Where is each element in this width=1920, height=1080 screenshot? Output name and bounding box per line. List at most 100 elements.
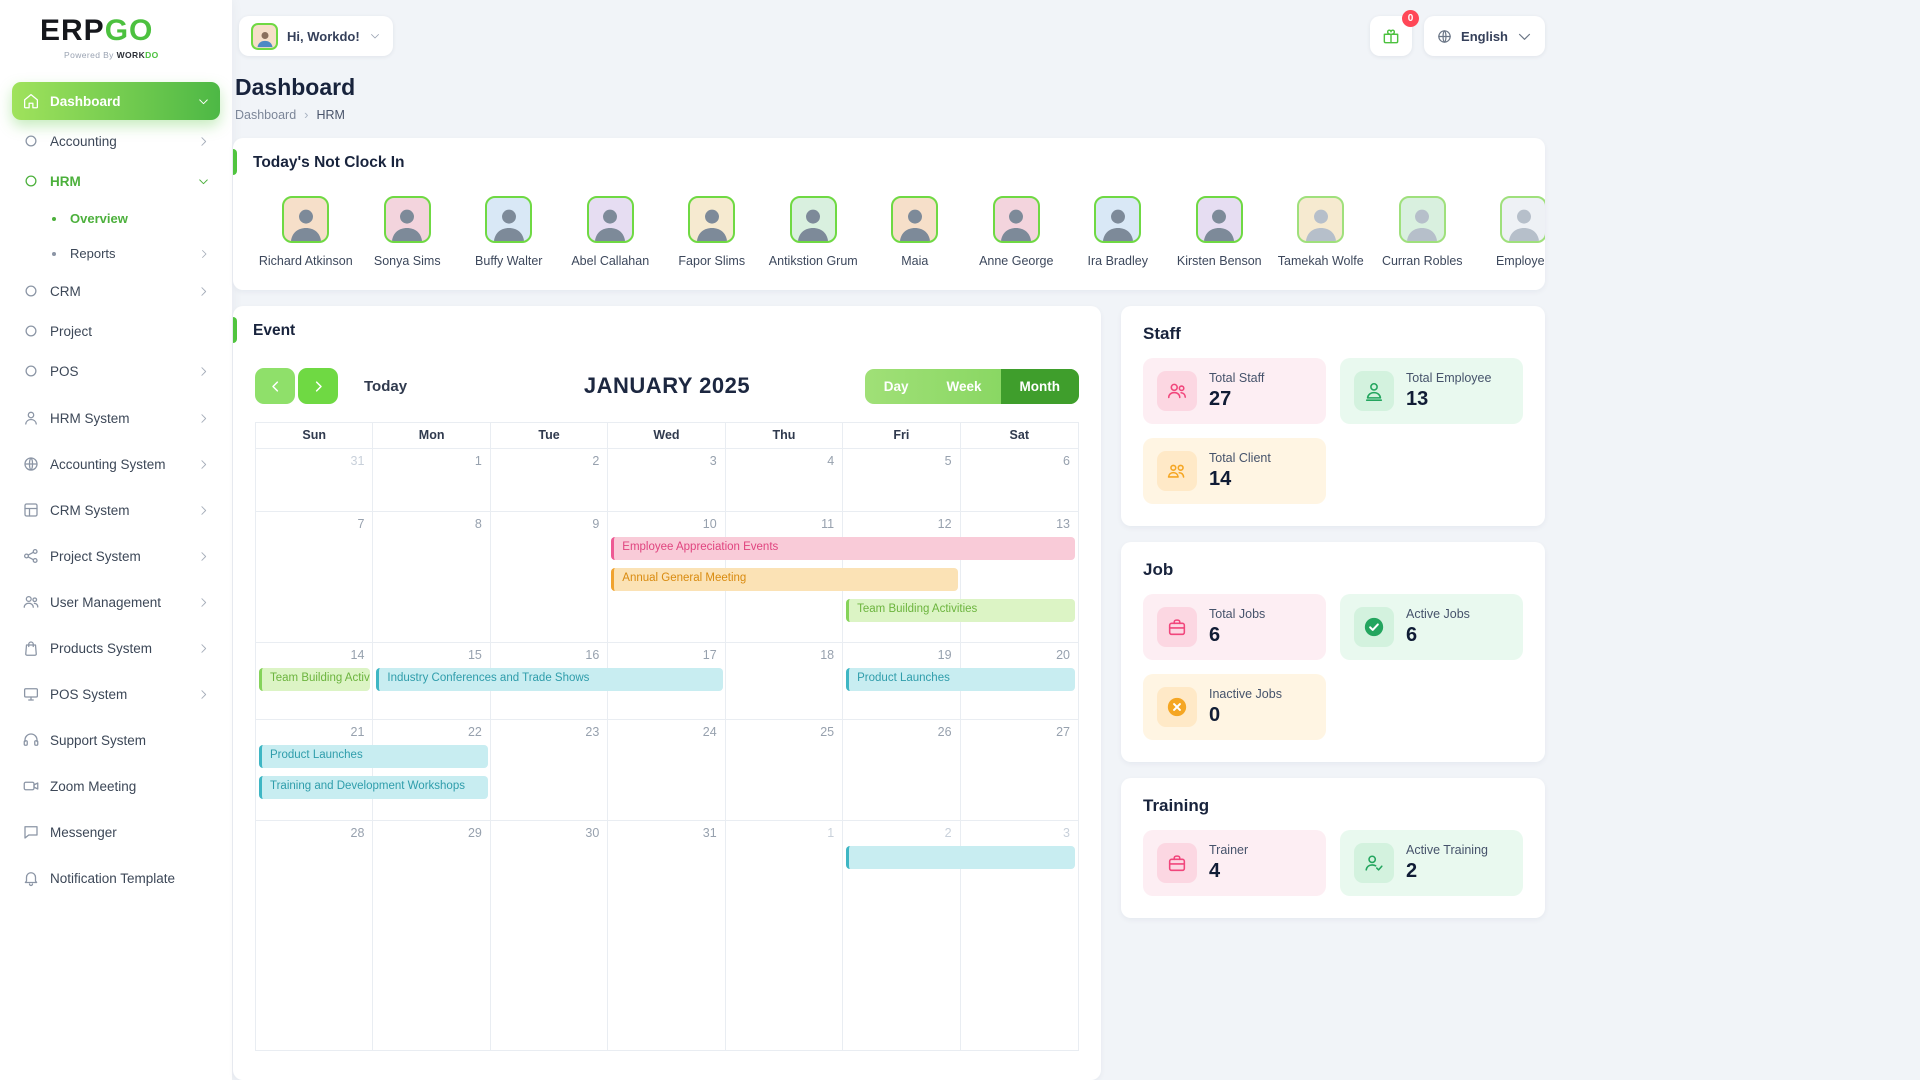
- calendar-day-cell[interactable]: 2: [843, 821, 961, 1050]
- sidebar-item-user-management[interactable]: User Management: [12, 580, 220, 624]
- calendar-day-cell[interactable]: 1: [726, 821, 844, 1050]
- employee-name: Curran Robles: [1381, 254, 1463, 268]
- event-card: Event Today JANUARY 2025 Day Week Month Su…: [233, 306, 1101, 1080]
- calendar-day-cell[interactable]: 24: [608, 720, 726, 820]
- calendar-day-cell[interactable]: 5: [843, 449, 961, 511]
- calendar-view-month-button[interactable]: Month: [1000, 368, 1079, 404]
- sidebar-item-zoom-meeting[interactable]: Zoom Meeting: [12, 764, 220, 808]
- calendar-next-button[interactable]: [298, 368, 338, 404]
- sidebar-item-notification-template[interactable]: Notification Template: [12, 856, 220, 900]
- employee-item[interactable]: Fapor Slims: [661, 196, 763, 268]
- calendar-prev-button[interactable]: [255, 368, 295, 404]
- calendar-day-cell[interactable]: 17: [608, 643, 726, 719]
- calendar-day-cell[interactable]: 14: [256, 643, 374, 719]
- language-selector[interactable]: English: [1424, 16, 1545, 56]
- calendar-event[interactable]: Team Building Activities: [846, 599, 1075, 622]
- employee-item[interactable]: Curran Robles: [1372, 196, 1474, 268]
- sidebar-item-products-system[interactable]: Products System: [12, 626, 220, 670]
- chevron-right-icon: [197, 285, 210, 298]
- main-area: Hi, Workdo! 0 English Dashboard Dashboar…: [232, 0, 1545, 1080]
- sidebar-subitem-reports[interactable]: Reports: [38, 237, 220, 270]
- calendar-dow: Mon: [373, 423, 491, 449]
- calendar-view-day-button[interactable]: Day: [865, 369, 928, 404]
- calendar-event[interactable]: Product Launches: [259, 745, 488, 768]
- calendar-day-cell[interactable]: 30: [491, 821, 609, 1050]
- calendar-day-cell[interactable]: 31: [608, 821, 726, 1050]
- employee-item[interactable]: Anne George: [966, 196, 1068, 268]
- calendar-day-cell[interactable]: 6: [961, 449, 1078, 511]
- sidebar-item-messenger[interactable]: Messenger: [12, 810, 220, 854]
- calendar-view-week-button[interactable]: Week: [927, 369, 1000, 404]
- calendar-event[interactable]: Team Building Activities: [259, 668, 371, 691]
- calendar-event[interactable]: Industry Conferences and Trade Shows: [376, 668, 723, 691]
- employee-name: Kirsten Benson: [1176, 254, 1262, 268]
- calendar-event[interactable]: Annual General Meeting: [611, 568, 958, 591]
- stat-value: 4: [1209, 860, 1221, 882]
- sidebar-item-pos[interactable]: POS: [12, 352, 220, 390]
- calendar-day-cell[interactable]: 28: [256, 821, 374, 1050]
- sidebar-item-hrm[interactable]: HRM: [12, 162, 220, 200]
- calendar-day-cell[interactable]: 20: [961, 643, 1078, 719]
- brand-logo[interactable]: ERPGO Powered By WORKDO: [0, 0, 232, 68]
- chevron-down-icon: [369, 30, 381, 42]
- calendar-event[interactable]: [846, 846, 1075, 869]
- calendar-day-cell[interactable]: 4: [726, 449, 844, 511]
- sidebar-item-pos-system[interactable]: POS System: [12, 672, 220, 716]
- employee-item[interactable]: Kirsten Benson: [1169, 196, 1271, 268]
- calendar-day-cell[interactable]: 8: [373, 512, 491, 642]
- calendar-day-cell[interactable]: 7: [256, 512, 374, 642]
- calendar-event[interactable]: Training and Development Workshops: [259, 776, 488, 799]
- calendar-day-cell[interactable]: 25: [726, 720, 844, 820]
- calendar-day-cell[interactable]: 18: [726, 643, 844, 719]
- calendar-day-cell[interactable]: 12: [843, 512, 961, 642]
- sidebar-item-label: Products System: [50, 640, 153, 656]
- calendar-day-cell[interactable]: 23: [491, 720, 609, 820]
- calendar-day-cell[interactable]: 9: [491, 512, 609, 642]
- sidebar-item-dashboard[interactable]: Dashboard: [12, 82, 220, 120]
- employee-item[interactable]: Ira Bradley: [1067, 196, 1169, 268]
- notifications-button[interactable]: 0: [1370, 10, 1420, 56]
- breadcrumb-current: HRM: [316, 107, 345, 122]
- page-title: Dashboard: [235, 74, 356, 100]
- chevron-right-icon: [197, 550, 210, 563]
- sidebar-subitem-overview[interactable]: Overview: [38, 202, 220, 235]
- sidebar-item-crm[interactable]: CRM: [12, 272, 220, 310]
- employee-item[interactable]: Sonya Sims: [357, 196, 459, 268]
- users-icon: [22, 593, 40, 611]
- day-number: 22: [467, 725, 482, 739]
- calendar-day-cell[interactable]: 3: [608, 449, 726, 511]
- calendar-day-cell[interactable]: 27: [961, 720, 1078, 820]
- user-menu[interactable]: Hi, Workdo!: [239, 16, 393, 56]
- calendar-event[interactable]: Employee Appreciation Events: [611, 537, 1075, 560]
- sidebar-item-hrm-system[interactable]: HRM System: [12, 396, 220, 440]
- calendar-event[interactable]: Product Launches: [846, 668, 1075, 691]
- breadcrumb-link-dashboard[interactable]: Dashboard: [235, 107, 297, 122]
- employee-item[interactable]: Maia: [864, 196, 966, 268]
- calendar-day-cell[interactable]: 1: [373, 449, 491, 511]
- employee-item[interactable]: Employee: [1473, 196, 1545, 268]
- employee-item[interactable]: Abel Callahan: [560, 196, 662, 268]
- avatar: [586, 196, 634, 243]
- employee-item[interactable]: Antikstion Grum: [763, 196, 865, 268]
- employee-item[interactable]: Buffy Walter: [458, 196, 560, 268]
- calendar-day-cell[interactable]: 22: [373, 720, 491, 820]
- calendar-day-cell[interactable]: 2: [491, 449, 609, 511]
- employee-item[interactable]: Tamekah Wolfe: [1270, 196, 1372, 268]
- calendar-day-cell[interactable]: 29: [373, 821, 491, 1050]
- calendar-day-cell[interactable]: 31: [256, 449, 374, 511]
- sidebar-item-crm-system[interactable]: CRM System: [12, 488, 220, 532]
- sidebar-item-project[interactable]: Project: [12, 312, 220, 350]
- employee-item[interactable]: Richard Atkinson: [255, 196, 357, 268]
- calendar-day-cell[interactable]: 21: [256, 720, 374, 820]
- calendar-today-button[interactable]: Today: [364, 377, 408, 395]
- sidebar-item-support-system[interactable]: Support System: [12, 718, 220, 762]
- stats-card-title: Training: [1143, 796, 1210, 815]
- sidebar-item-project-system[interactable]: Project System: [12, 534, 220, 578]
- calendar-day-cell[interactable]: 26: [843, 720, 961, 820]
- calendar-day-cell[interactable]: 3: [961, 821, 1078, 1050]
- topbar-right: 0 English: [1370, 10, 1545, 56]
- sidebar-item-accounting[interactable]: Accounting: [12, 122, 220, 160]
- day-number: 11: [821, 517, 835, 531]
- calendar-day-cell[interactable]: 13: [961, 512, 1078, 642]
- sidebar-item-accounting-system[interactable]: Accounting System: [12, 442, 220, 486]
